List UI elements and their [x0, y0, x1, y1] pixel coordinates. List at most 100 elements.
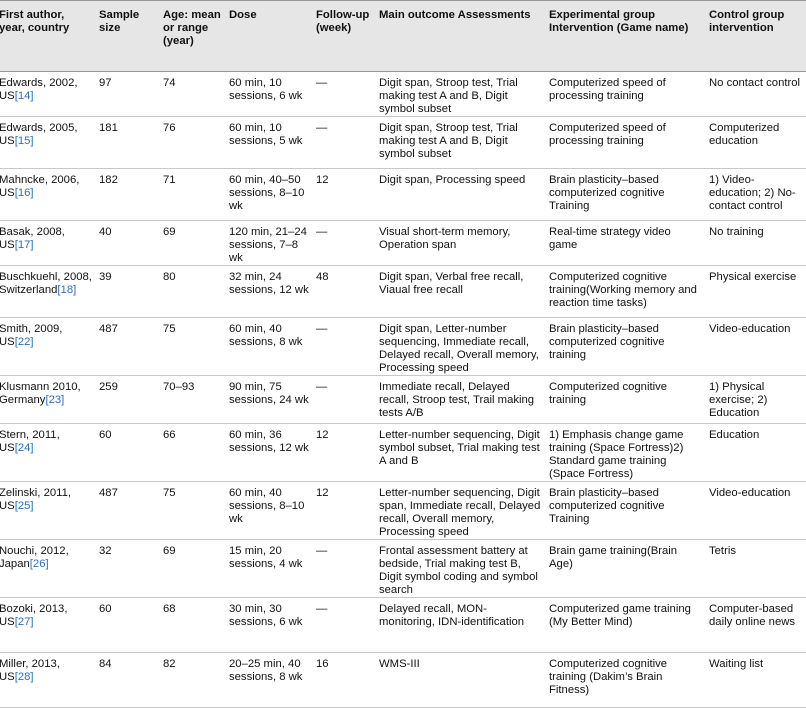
reference-link[interactable]: [17]	[14, 239, 34, 251]
table-cell: Computerized game training (My Better Mi…	[546, 597, 706, 653]
table-cell: Immediate recall, Delayed recall, Stroop…	[376, 375, 546, 424]
table-cell: 75	[160, 317, 226, 376]
header-cell: Experimental group Intervention (Game na…	[546, 0, 706, 72]
author-text: Edwards, 2005, US	[0, 122, 78, 147]
author-cell: Zelinski, 2011, US[25]	[0, 481, 96, 540]
table-cell: 74	[160, 71, 226, 117]
table-cell: 16	[313, 652, 376, 708]
table-cell: Digit span, Verbal free recall, Viaual f…	[376, 265, 546, 318]
table-cell: 60	[96, 423, 160, 482]
table-cell: Computerized speed of processing trainin…	[546, 71, 706, 117]
author-cell: Mahncke, 2006, US[16]	[0, 168, 96, 221]
table-cell: 60	[96, 597, 160, 653]
table-cell: Letter-number sequencing, Digit span, Im…	[376, 481, 546, 540]
header-cell: First author, year, country	[0, 0, 96, 72]
table-row: Smith, 2009, US[22] 487 75 60 min, 40 sessi…	[0, 317, 806, 376]
table-cell: 48	[313, 265, 376, 318]
table-cell: 70–93	[160, 375, 226, 424]
table-cell: 71	[160, 168, 226, 221]
table-cell: 32 min, 24 sessions, 12 wk	[226, 265, 313, 318]
reference-link[interactable]: [27]	[14, 616, 34, 628]
header-cell: Sample size	[96, 0, 160, 72]
author-text: Basak, 2008, US	[0, 226, 65, 251]
table-cell: 1) Physical exercise; 2) Education	[706, 375, 806, 424]
table-cell: 181	[96, 116, 160, 169]
header-row: First author, year, country Sample size Ag…	[0, 0, 806, 72]
header-cell: Dose	[226, 0, 313, 72]
header-cell: Control group intervention	[706, 0, 806, 72]
table-cell: No training	[706, 220, 806, 266]
table-row: Basak, 2008, US[17] 40 69 120 min, 21–24 se…	[0, 220, 806, 266]
table-cell: 30 min, 30 sessions, 6 wk	[226, 597, 313, 653]
table-cell: 15 min, 20 sessions, 4 wk	[226, 539, 313, 598]
table-cell: Computerized cognitive training(Working …	[546, 265, 706, 318]
table-cell: Computerized education	[706, 116, 806, 169]
reference-link[interactable]: [24]	[14, 442, 34, 454]
table-cell: 60 min, 40 sessions, 8 wk	[226, 317, 313, 376]
table-row: Buschkuehl, 2008, Switzerland[18] 39 80 32 …	[0, 265, 806, 318]
author-cell: Edwards, 2005, US[15]	[0, 116, 96, 169]
author-cell: Smith, 2009, US[22]	[0, 317, 96, 376]
reference-link[interactable]: [15]	[14, 135, 34, 147]
table-cell: 1) Video-education; 2) No-contact contro…	[706, 168, 806, 221]
table-cell: Brain plasticity–based computerized cogn…	[546, 481, 706, 540]
table-cell: 82	[160, 652, 226, 708]
table-cell: 80	[160, 265, 226, 318]
table-cell: 84	[96, 652, 160, 708]
table-row: Nouchi, 2012, Japan[26] 32 69 15 min, 20 se…	[0, 539, 806, 598]
table-row: Edwards, 2005, US[15] 181 76 60 min, 10 ses…	[0, 116, 806, 169]
author-text: Smith, 2009, US	[0, 323, 63, 348]
table-cell: Video-education	[706, 317, 806, 376]
table-cell: 12	[313, 481, 376, 540]
reference-link[interactable]: [28]	[14, 671, 34, 683]
table-cell: Physical exercise	[706, 265, 806, 318]
reference-link[interactable]: [25]	[14, 500, 34, 512]
table-cell: 66	[160, 423, 226, 482]
table-cell: Computerized speed of processing trainin…	[546, 116, 706, 169]
table-cell: 39	[96, 265, 160, 318]
author-cell: Edwards, 2002, US[14]	[0, 71, 96, 117]
reference-link[interactable]: [18]	[57, 284, 77, 296]
author-cell: Klusmann 2010, Germany[23]	[0, 375, 96, 424]
table-row: Edwards, 2002, US[14] 97 74 60 min, 10 sess…	[0, 71, 806, 117]
table-row: Klusmann 2010, Germany[23] 259 70–93 90 min…	[0, 375, 806, 424]
table-row: Miller, 2013, US[28] 84 82 20–25 min, 40 se…	[0, 652, 806, 708]
table-cell: 12	[313, 423, 376, 482]
table-cell: Computerized cognitive training (Dakim’s…	[546, 652, 706, 708]
table-cell: Computerized cognitive training	[546, 375, 706, 424]
table-cell: Frontal assessment battery at bedside, T…	[376, 539, 546, 598]
table-row: Mahncke, 2006, US[16] 182 71 60 min, 40–50 …	[0, 168, 806, 221]
author-text: Nouchi, 2012, Japan	[0, 545, 69, 570]
table-cell: —	[313, 116, 376, 169]
table-cell: 68	[160, 597, 226, 653]
table-cell: 487	[96, 317, 160, 376]
author-text: Mahncke, 2006, US	[0, 174, 80, 199]
author-text: Edwards, 2002, US	[0, 77, 78, 102]
reference-link[interactable]: [26]	[29, 558, 49, 570]
author-text: Stern, 2011, US	[0, 429, 60, 454]
table-cell: Brain game training(Brain Age)	[546, 539, 706, 598]
table-cell: 487	[96, 481, 160, 540]
reference-link[interactable]: [22]	[14, 336, 34, 348]
table-cell: —	[313, 71, 376, 117]
author-cell: Bozoki, 2013, US[27]	[0, 597, 96, 653]
reference-link[interactable]: [16]	[14, 187, 34, 199]
table-cell: 40	[96, 220, 160, 266]
table-cell: 182	[96, 168, 160, 221]
table-cell: 259	[96, 375, 160, 424]
table-cell: No contact control	[706, 71, 806, 117]
author-text: Bozoki, 2013, US	[0, 603, 68, 628]
table-cell: —	[313, 220, 376, 266]
table-cell: 90 min, 75 sessions, 24 wk	[226, 375, 313, 424]
author-cell: Miller, 2013, US[28]	[0, 652, 96, 708]
table-cell: 60 min, 40–50 sessions, 8–10 wk	[226, 168, 313, 221]
table-cell: Digit span, Processing speed	[376, 168, 546, 221]
table-cell: 60 min, 10 sessions, 5 wk	[226, 116, 313, 169]
table-cell: Digit span, Stroop test, Trial making te…	[376, 71, 546, 117]
reference-link[interactable]: [23]	[45, 394, 65, 406]
table-cell: Brain plasticity–based computerized cogn…	[546, 317, 706, 376]
table-cell: 76	[160, 116, 226, 169]
reference-link[interactable]: [14]	[14, 90, 34, 102]
